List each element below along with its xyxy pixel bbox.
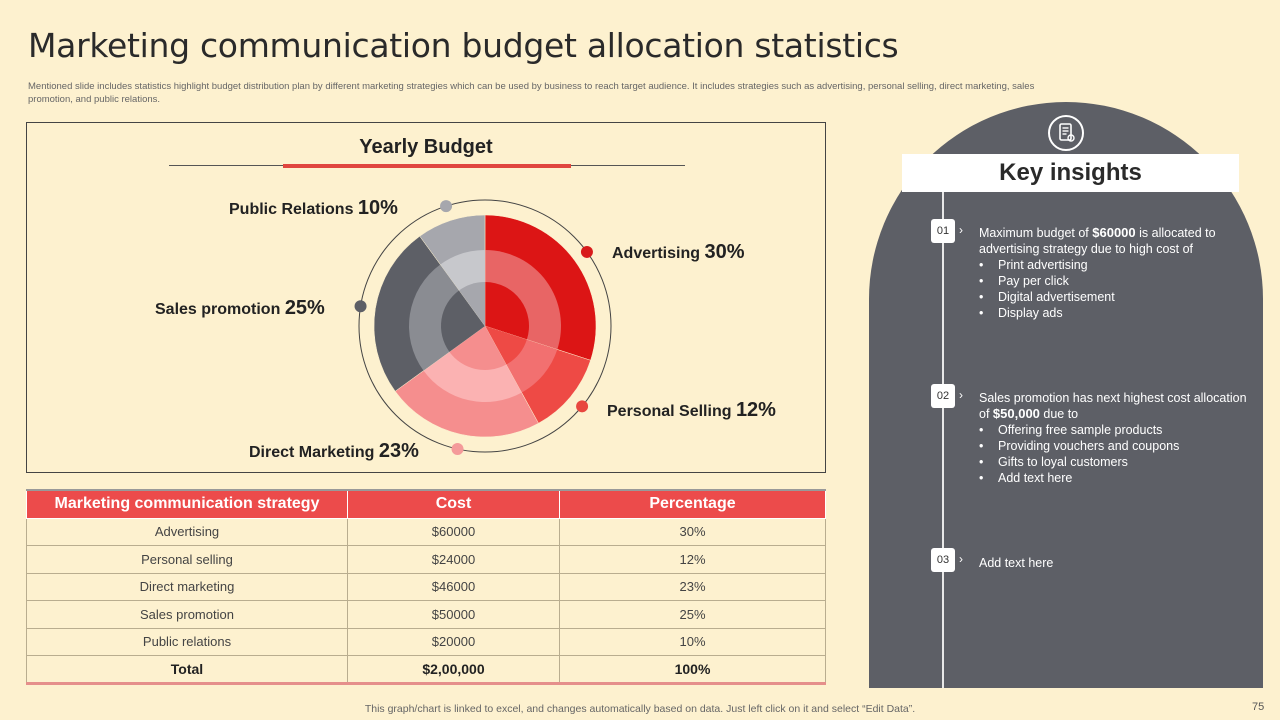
dot-sales-promotion bbox=[354, 300, 367, 313]
table-row: Sales promotion $50000 25% bbox=[26, 600, 826, 629]
label-personal-selling: Personal Selling 12% bbox=[607, 399, 776, 422]
document-icon bbox=[1048, 115, 1084, 151]
label-advertising-pct: 30% bbox=[704, 241, 745, 263]
table-row: Personal selling $24000 12% bbox=[26, 545, 826, 574]
label-personal-selling-pct: 12% bbox=[735, 399, 776, 421]
cell-cost: $24000 bbox=[347, 545, 560, 574]
chevron-right-icon: › bbox=[959, 552, 963, 566]
chart-title: Yearly Budget bbox=[359, 136, 493, 158]
label-public-relations-name: Public Relations bbox=[229, 201, 354, 218]
timeline-line bbox=[942, 192, 944, 688]
pie-chart[interactable] bbox=[27, 123, 827, 474]
label-public-relations-pct: 10% bbox=[357, 197, 398, 219]
insight-1-text-bold: $60000 bbox=[1092, 225, 1136, 240]
label-sales-promotion-pct: 25% bbox=[284, 297, 325, 319]
insight-item-1: Maximum budget of $60000 is allocated to… bbox=[979, 225, 1249, 321]
label-personal-selling-name: Personal Selling bbox=[607, 403, 732, 420]
label-advertising: Advertising 30% bbox=[612, 241, 745, 264]
chart-title-accent bbox=[283, 164, 571, 168]
label-direct-marketing-name: Direct Marketing bbox=[249, 444, 375, 461]
table-row: Advertising $60000 30% bbox=[26, 517, 826, 546]
insight-2-text-post: due to bbox=[1039, 407, 1079, 421]
list-item: Offering free sample products bbox=[979, 422, 1249, 438]
chevron-right-icon: › bbox=[959, 223, 963, 237]
insight-number-2: 02 bbox=[931, 384, 955, 408]
cell-strategy: Sales promotion bbox=[26, 600, 348, 629]
insight-2-text-bold: $50,000 bbox=[992, 406, 1040, 421]
slide-title: Marketing communication budget allocatio… bbox=[28, 26, 899, 65]
insight-1-bullets: Print advertising Pay per click Digital … bbox=[979, 257, 1249, 321]
cell-cost: $20000 bbox=[347, 627, 560, 656]
dot-direct-marketing bbox=[451, 442, 464, 455]
cell-percentage: 23% bbox=[559, 572, 826, 601]
cell-strategy: Direct marketing bbox=[26, 572, 348, 601]
key-insights-heading: Key insights bbox=[902, 154, 1239, 192]
total-cost: $2,00,000 bbox=[347, 655, 560, 685]
cell-strategy: Advertising bbox=[26, 517, 348, 546]
list-item: Display ads bbox=[979, 305, 1249, 321]
dot-public-relations bbox=[440, 200, 453, 213]
dot-personal-selling bbox=[576, 400, 589, 413]
insight-number-1: 01 bbox=[931, 219, 955, 243]
list-item: Print advertising bbox=[979, 257, 1249, 273]
slice-sales-promotion-center bbox=[441, 290, 485, 352]
cell-cost: $50000 bbox=[347, 600, 560, 629]
insight-item-3: Add text here bbox=[979, 555, 1249, 571]
yearly-budget-chart[interactable]: Yearly Budget Public Relations 10% Adver… bbox=[26, 122, 826, 473]
total-label: Total bbox=[26, 655, 348, 685]
chevron-right-icon: › bbox=[959, 388, 963, 402]
insight-item-2: Sales promotion has next highest cost al… bbox=[979, 390, 1249, 486]
insight-2-bullets: Offering free sample products Providing … bbox=[979, 422, 1249, 486]
cell-strategy: Public relations bbox=[26, 627, 348, 656]
cell-percentage: 25% bbox=[559, 600, 826, 629]
header-cost: Cost bbox=[347, 489, 560, 519]
insight-1-text-pre: Maximum budget of bbox=[979, 226, 1093, 240]
label-advertising-name: Advertising bbox=[612, 245, 701, 262]
cell-percentage: 12% bbox=[559, 545, 826, 574]
insight-3-text: Add text here bbox=[979, 556, 1054, 570]
total-percentage: 100% bbox=[559, 655, 826, 685]
table-row: Public relations $20000 10% bbox=[26, 627, 826, 656]
cell-percentage: 10% bbox=[559, 627, 826, 656]
page-number: 75 bbox=[1252, 701, 1265, 713]
pie-guide-ring bbox=[358, 199, 612, 453]
list-item: Providing vouchers and coupons bbox=[979, 438, 1249, 454]
insight-number-3: 03 bbox=[931, 548, 955, 572]
slice-advertising-center bbox=[485, 282, 529, 340]
slide-footer: This graph/chart is linked to excel, and… bbox=[364, 703, 916, 715]
table-row: Direct marketing $46000 23% bbox=[26, 572, 826, 601]
label-sales-promotion: Sales promotion 25% bbox=[155, 297, 325, 320]
list-item: Add text here bbox=[979, 470, 1249, 486]
slide-subtitle: Mentioned slide includes statistics high… bbox=[28, 81, 1035, 105]
insight-1-text-post: is allocated to advertising strategy due… bbox=[979, 226, 1216, 256]
list-item: Gifts to loyal customers bbox=[979, 454, 1249, 470]
label-direct-marketing: Direct Marketing 23% bbox=[249, 440, 419, 463]
cell-cost: $60000 bbox=[347, 517, 560, 546]
label-public-relations: Public Relations 10% bbox=[229, 197, 398, 220]
label-sales-promotion-name: Sales promotion bbox=[155, 301, 281, 318]
cell-cost: $46000 bbox=[347, 572, 560, 601]
header-percentage: Percentage bbox=[559, 489, 826, 519]
insight-2-text-pre: Sales promotion has next highest cost al… bbox=[979, 391, 1247, 421]
cell-percentage: 30% bbox=[559, 517, 826, 546]
list-item: Digital advertisement bbox=[979, 289, 1249, 305]
table-total-row: Total $2,00,000 100% bbox=[26, 655, 826, 685]
label-direct-marketing-pct: 23% bbox=[378, 440, 419, 462]
slice-personal-selling-center bbox=[485, 326, 527, 365]
budget-table: Marketing communication strategy Cost Pe… bbox=[26, 489, 826, 685]
dot-advertising bbox=[580, 245, 593, 258]
list-item: Pay per click bbox=[979, 273, 1249, 289]
header-strategy: Marketing communication strategy bbox=[26, 489, 348, 519]
slice-direct-marketing-center bbox=[449, 326, 507, 370]
table-header-row: Marketing communication strategy Cost Pe… bbox=[26, 489, 826, 519]
slice-public-relations-center bbox=[459, 282, 485, 326]
cell-strategy: Personal selling bbox=[26, 545, 348, 574]
